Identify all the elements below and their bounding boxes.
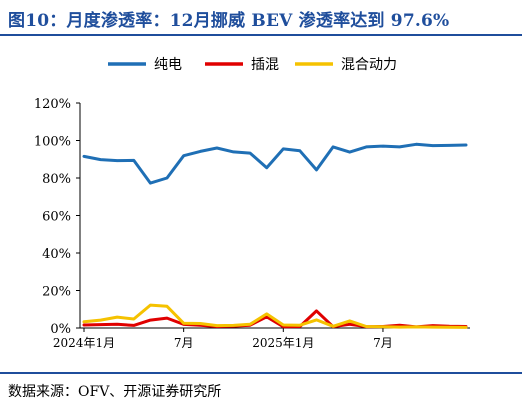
series-1-point bbox=[399, 146, 401, 148]
series-1-point bbox=[349, 151, 351, 153]
series-1-point bbox=[432, 145, 434, 147]
source-bar: 数据来源：OFV、开源证券研究所 bbox=[0, 372, 522, 405]
series-3-point bbox=[448, 326, 450, 328]
series-3-point bbox=[133, 318, 135, 320]
series-2-point bbox=[166, 317, 168, 319]
series-3-point bbox=[100, 319, 102, 321]
series-3-point bbox=[83, 321, 85, 323]
series-1-point bbox=[465, 144, 467, 146]
series-3-point bbox=[216, 325, 218, 327]
series-1-point bbox=[382, 145, 384, 147]
x-tick-label: 7月 bbox=[373, 336, 393, 350]
series-1-point bbox=[199, 150, 201, 152]
chart-series bbox=[82, 142, 468, 329]
x-tick-label: 2025年1月 bbox=[252, 336, 314, 350]
y-tick-label: 100% bbox=[34, 135, 71, 150]
series-1-point bbox=[216, 147, 218, 149]
figure-title: 图10：月度渗透率：12月挪威 BEV 渗透率达到 97.6% bbox=[8, 11, 450, 31]
series-3-point bbox=[415, 326, 417, 328]
series-3-point bbox=[282, 324, 284, 326]
series-2-point bbox=[349, 323, 351, 325]
series-2-point bbox=[399, 324, 401, 326]
series-2-point bbox=[149, 319, 151, 321]
series-1-point bbox=[315, 169, 318, 171]
series-1-point bbox=[116, 160, 118, 162]
legend-label: 纯电 bbox=[154, 57, 182, 73]
series-3-point bbox=[232, 324, 235, 326]
series-1-point bbox=[133, 159, 135, 161]
series-1-point bbox=[100, 159, 102, 161]
line-chart: 纯电 插混 混合动力 0% 20% 40% 60% 80% 100% 120% 2024年1月 7月… bbox=[34, 57, 470, 350]
series-1-point bbox=[415, 143, 417, 145]
series-1-point bbox=[183, 155, 185, 157]
series-2-point bbox=[133, 324, 135, 326]
series-2-point bbox=[83, 324, 85, 326]
series-3-point bbox=[432, 326, 434, 328]
series-2-point bbox=[116, 323, 118, 325]
series-1-point bbox=[249, 152, 251, 154]
series-3-point bbox=[365, 325, 367, 328]
x-tick-label: 7月 bbox=[174, 336, 194, 350]
series-line-2 bbox=[82, 309, 468, 329]
y-tick-label: 60% bbox=[42, 210, 71, 225]
series-3-point bbox=[149, 304, 151, 306]
series-3-point bbox=[299, 324, 301, 326]
y-tick-label: 20% bbox=[42, 285, 71, 300]
series-3-point bbox=[349, 320, 351, 322]
series-line-3 bbox=[82, 303, 468, 329]
series-3-point bbox=[116, 316, 118, 318]
series-3-point bbox=[183, 322, 185, 324]
series-1-point bbox=[83, 155, 85, 157]
series-1-point bbox=[448, 144, 450, 146]
series-3-point bbox=[382, 326, 384, 328]
series-1-point bbox=[332, 146, 334, 148]
series-3-point bbox=[399, 326, 401, 328]
series-1-point bbox=[365, 146, 367, 148]
source-note: 数据来源：OFV、开源证券研究所 bbox=[8, 384, 222, 400]
y-tick-label: 80% bbox=[42, 172, 71, 187]
series-3-point bbox=[315, 319, 318, 321]
series-2-point bbox=[266, 316, 268, 318]
series-3-point bbox=[332, 325, 334, 327]
series-line-1 bbox=[82, 142, 468, 185]
series-1-point bbox=[166, 177, 168, 179]
series-3-point bbox=[166, 305, 168, 307]
series-1-point bbox=[149, 182, 151, 184]
y-tick-label: 40% bbox=[42, 247, 71, 262]
series-1-point bbox=[299, 150, 301, 152]
series-3-point bbox=[266, 313, 268, 315]
chart-legend: 纯电 插混 混合动力 bbox=[108, 57, 397, 73]
series-1-point bbox=[232, 151, 235, 153]
series-3-point bbox=[199, 322, 201, 325]
series-1-point bbox=[266, 167, 268, 169]
chart-axes: 0% 20% 40% 60% 80% 100% 120% 2024年1月 7月 2025年1月 7月 bbox=[34, 97, 470, 350]
series-3-point bbox=[249, 323, 251, 325]
series-2-point bbox=[315, 310, 318, 312]
y-tick-label: 0% bbox=[50, 322, 71, 337]
series-3-point bbox=[465, 326, 467, 328]
series-1-point bbox=[282, 148, 284, 150]
legend-label: 插混 bbox=[251, 57, 279, 73]
x-tick-label: 2024年1月 bbox=[53, 336, 115, 350]
y-tick-label: 120% bbox=[34, 97, 71, 112]
title-bar: 图10：月度渗透率：12月挪威 BEV 渗透率达到 97.6% bbox=[0, 0, 522, 36]
series-2-point bbox=[100, 324, 102, 326]
legend-label: 混合动力 bbox=[341, 57, 397, 73]
